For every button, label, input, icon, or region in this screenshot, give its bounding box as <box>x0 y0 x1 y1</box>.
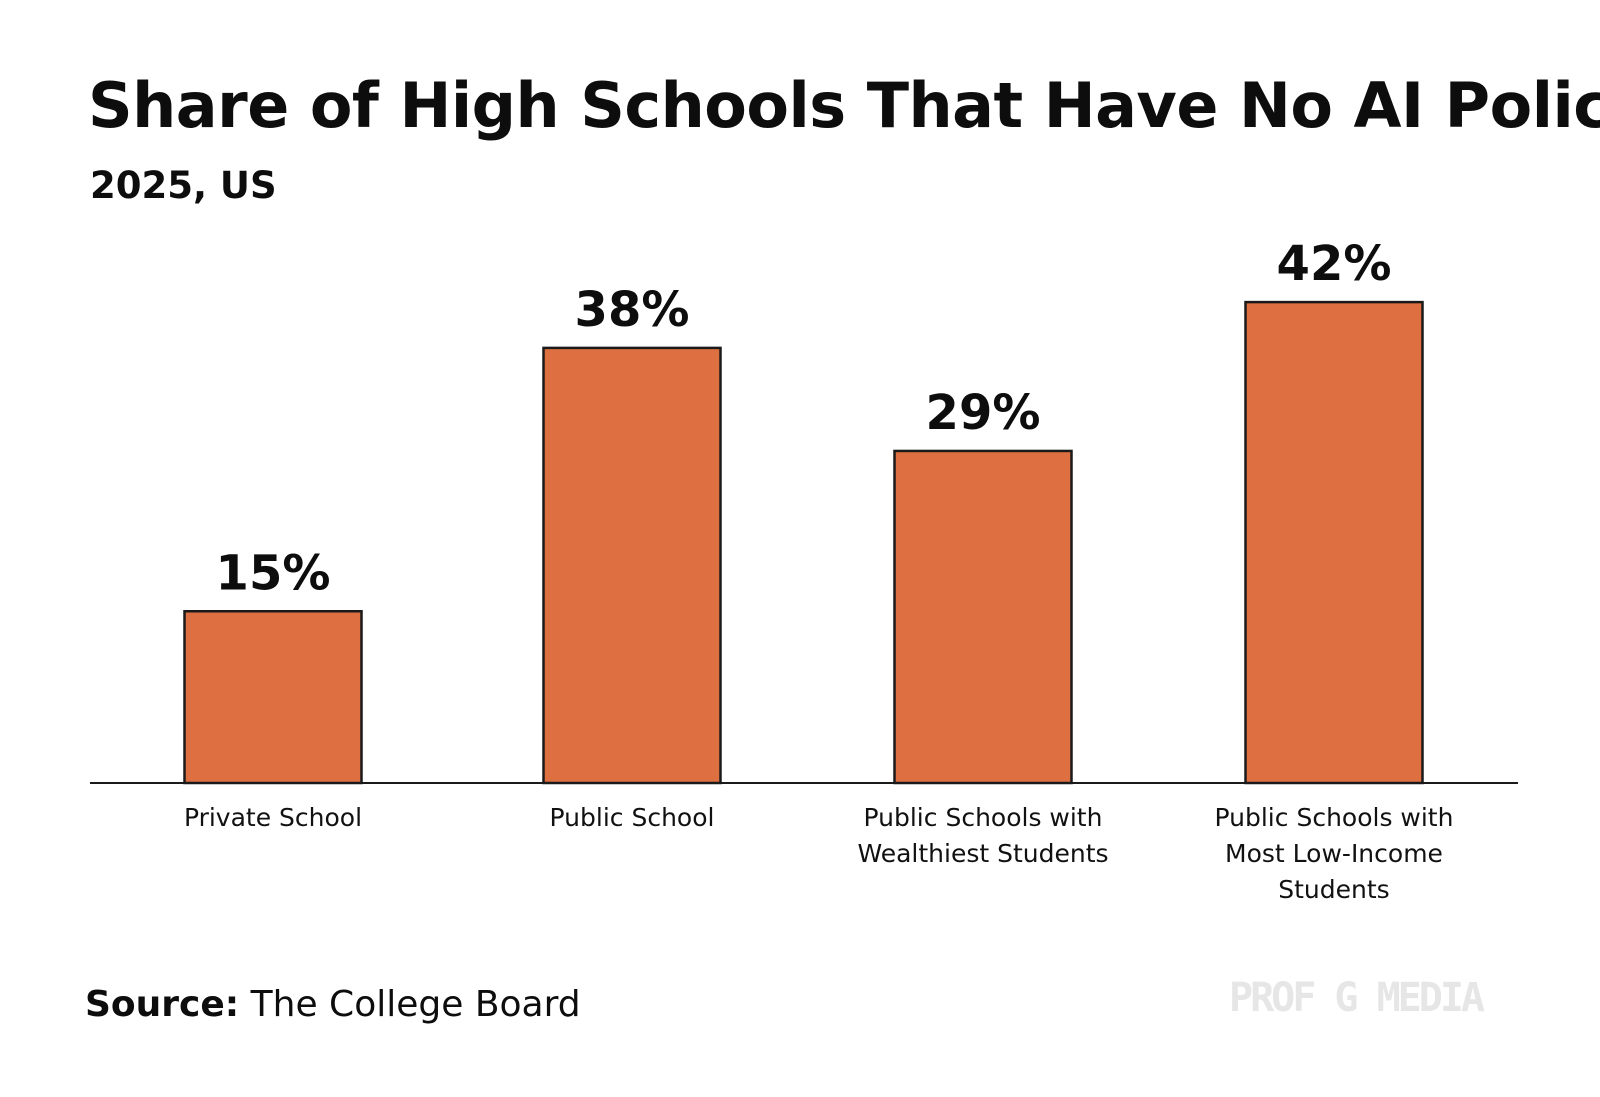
category-label: Most Low-Income <box>1225 839 1443 868</box>
bar-value-label: 42% <box>1277 236 1392 292</box>
bar <box>893 449 1073 785</box>
bar <box>1244 300 1424 785</box>
category-label: Public Schools with <box>1215 803 1454 832</box>
chart-title: Share of High Schools That Have No AI Po… <box>88 69 1600 142</box>
source-text: The College Board <box>250 984 581 1025</box>
category-label: Wealthiest Students <box>857 839 1108 868</box>
chart-subtitle: 2025, US <box>90 164 277 207</box>
bar <box>183 610 363 785</box>
bar-value-label: 15% <box>216 545 331 601</box>
source-note: Source: The College Board <box>85 985 581 1025</box>
category-label: Students <box>1278 875 1389 904</box>
bar-value-label: 29% <box>926 385 1041 441</box>
category-label: Public School <box>550 803 715 832</box>
bar <box>542 346 722 785</box>
bar-value-label: 38% <box>575 282 690 338</box>
category-label: Public Schools with <box>864 803 1103 832</box>
brand-watermark: PROF G MEDIA <box>1229 975 1485 1021</box>
category-label: Private School <box>184 803 362 832</box>
source-label: Source: <box>85 984 240 1025</box>
